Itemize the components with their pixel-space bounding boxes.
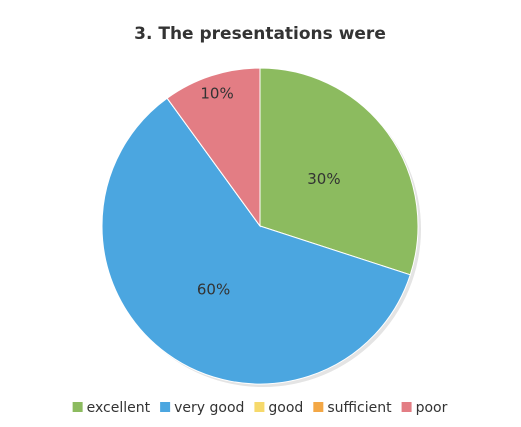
pie-slice [259,67,419,276]
chart-title: 3. The presentations were [134,24,386,44]
legend-swatch [401,402,412,412]
data-label: 10% [200,84,233,102]
data-label: 30% [307,170,340,188]
legend-swatch [72,402,83,412]
legend-swatch [254,402,265,412]
legend: excellent very good good sufficient poor [72,400,448,416]
legend-label: excellent [87,400,151,416]
legend-label: very good [174,400,244,416]
legend-label: poor [416,400,448,416]
legend-label: sufficient [327,400,392,416]
pie-slice [101,97,411,385]
data-label: 60% [197,280,230,298]
pie-slice [166,67,261,228]
legend-swatch [160,402,171,412]
legend-swatch [313,402,324,412]
legend-label: good [268,400,303,416]
